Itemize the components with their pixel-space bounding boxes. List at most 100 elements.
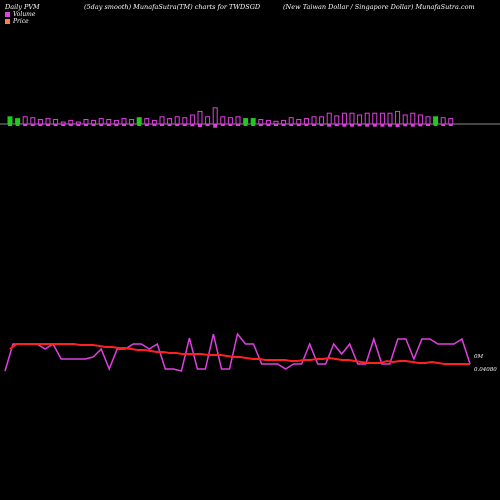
volume-bar-shadow <box>388 124 392 127</box>
volume-bar <box>182 117 188 125</box>
volume-bar-shadow <box>213 124 218 128</box>
volume-bar <box>189 114 195 125</box>
volume-bar-shadow <box>433 124 438 126</box>
volume-bar-shadow <box>266 124 271 126</box>
volume-bar-shadow <box>410 124 415 127</box>
volume-bar <box>402 114 408 125</box>
legend-volume-swatch <box>5 12 10 17</box>
volume-bar-shadow <box>243 124 248 126</box>
volume-bar-shadow <box>8 124 12 126</box>
volume-bar-shadow <box>91 124 96 126</box>
volume-bar <box>296 119 302 125</box>
volume-bar <box>250 118 256 125</box>
volume-bar <box>334 115 340 125</box>
volume-bar <box>151 119 157 125</box>
volume-axis-label: 0M <box>474 354 484 360</box>
volume-bar <box>326 112 332 125</box>
volume-bar-shadow <box>350 124 354 127</box>
volume-bar-shadow <box>144 124 149 126</box>
volume-bar <box>205 116 211 125</box>
price-axis-label: 0.04080 <box>474 367 497 373</box>
volume-bar <box>440 117 446 125</box>
volume-bar <box>281 119 287 125</box>
price-line <box>9 343 470 365</box>
volume-bar-shadow <box>84 124 88 126</box>
volume-bar-shadow <box>289 124 294 126</box>
volume-bar-shadow <box>220 124 225 126</box>
volume-bar-shadow <box>258 124 263 126</box>
volume-bar-shadow <box>296 124 301 126</box>
volume-bar-shadow <box>175 124 180 126</box>
volume-bar-shadow <box>76 124 81 126</box>
volume-bar-shadow <box>281 124 286 126</box>
volume-bar <box>121 118 127 125</box>
volume-bar-shadow <box>395 124 400 128</box>
volume-bar-shadow <box>418 124 423 127</box>
volume-bar-shadow <box>122 124 126 126</box>
volume-bar <box>83 119 89 125</box>
volume-bar-shadow <box>182 124 187 126</box>
volume-bar-shadow <box>334 124 339 127</box>
volume-bar <box>129 119 135 125</box>
volume-bar <box>30 117 36 125</box>
volume-bar <box>113 119 119 125</box>
volume-bar <box>98 118 104 125</box>
volume-line <box>4 332 471 372</box>
volume-bar <box>303 118 309 125</box>
volume-bar-shadow <box>205 124 210 126</box>
volume-bar <box>448 118 454 125</box>
volume-bar <box>273 120 279 125</box>
volume-bar-shadow <box>129 124 134 126</box>
volume-bar-shadow <box>441 124 446 126</box>
volume-bar <box>15 118 21 125</box>
volume-bar-shadow <box>319 124 324 126</box>
volume-bar-shadow <box>426 124 430 126</box>
volume-bar-shadow <box>15 124 20 126</box>
volume-bar-shadow <box>106 124 111 126</box>
volume-bar <box>387 112 393 125</box>
volume-bar <box>22 116 28 125</box>
volume-bar <box>425 116 431 125</box>
volume-bar <box>212 107 218 125</box>
legend-volume-label: Volume <box>13 11 36 18</box>
volume-bar-shadow <box>304 124 309 126</box>
volume-bar <box>265 119 271 125</box>
volume-bar-shadow <box>46 124 50 126</box>
volume-bar-shadow <box>114 124 119 126</box>
volume-bar <box>106 119 112 125</box>
volume-bar-shadow <box>167 124 172 126</box>
volume-bar-shadow <box>160 124 164 126</box>
volume-bar <box>159 116 165 125</box>
volume-bar <box>364 112 370 125</box>
volume-bar <box>136 117 142 125</box>
header-right: (New Taiwan Dollar / Singapore Dollar) M… <box>283 3 475 11</box>
volume-bar-shadow <box>190 124 195 127</box>
volume-bar <box>144 118 150 125</box>
volume-bar-shadow <box>403 124 408 127</box>
volume-bar <box>433 116 439 125</box>
volume-bar-shadow <box>380 124 385 127</box>
legend-volume: Volume <box>5 11 35 18</box>
volume-bar <box>349 112 355 125</box>
volume-bar <box>220 116 226 125</box>
volume-bar <box>91 119 97 125</box>
volume-bar <box>68 119 74 125</box>
volume-bar <box>235 116 241 125</box>
volume-bar-shadow <box>448 124 453 126</box>
volume-bar-shadow <box>342 124 347 127</box>
volume-bar-shadow <box>365 124 370 127</box>
volume-bar-shadow <box>137 124 142 126</box>
volume-bar <box>227 117 233 125</box>
volume-bar-shadow <box>53 124 58 126</box>
volume-bar <box>311 116 317 125</box>
volume-bar <box>53 119 59 125</box>
header-left: Daily PVM <box>5 3 40 11</box>
volume-bar <box>45 118 51 125</box>
volume-bar-shadow <box>251 124 256 126</box>
volume-bar-shadow <box>38 124 43 126</box>
volume-bar-shadow <box>236 124 240 126</box>
volume-bar <box>258 119 264 125</box>
volume-bar-shadow <box>68 124 73 126</box>
